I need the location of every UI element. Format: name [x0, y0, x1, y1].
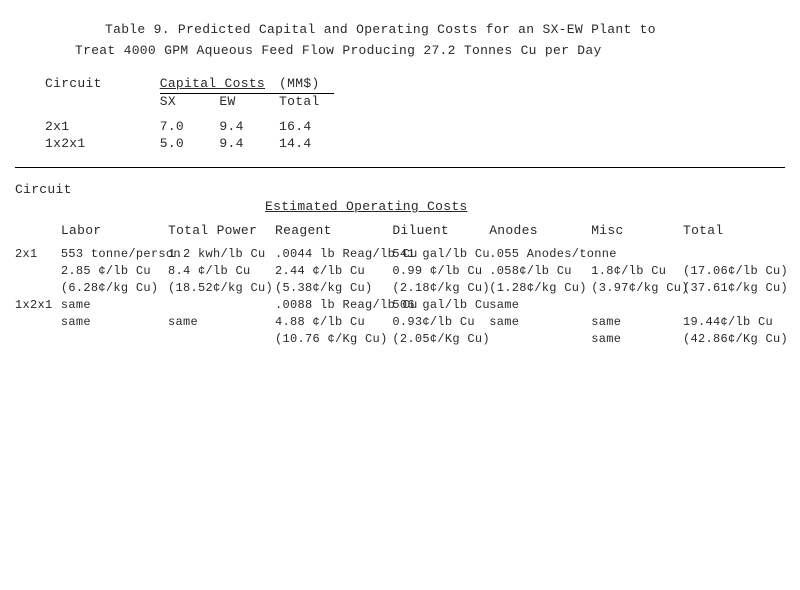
misc-header: Misc [591, 222, 683, 246]
cell-reagent: .0088 lb Reag/lb Cu [275, 297, 392, 314]
cell-circuit: 2x1 [45, 119, 116, 136]
cell-reagent: 4.88 ¢/lb Cu [275, 314, 392, 331]
cell-diluent: (2.18¢/kg Cu) [392, 280, 489, 297]
reagent-header: Reagent [275, 222, 392, 246]
cell-diluent: 0.99 ¢/lb Cu [392, 263, 489, 280]
cell-labor: same [61, 297, 168, 314]
cell-power: (18.52¢/kg Cu) [168, 280, 275, 297]
total-header: Total [683, 222, 785, 246]
cell-diluent: 541 gal/lb Cu [392, 246, 489, 263]
total-header: Total [279, 94, 334, 112]
power-header: Total Power [168, 222, 275, 246]
cell-anodes: same [489, 297, 591, 314]
diluent-header: Diluent [392, 222, 489, 246]
ew-header: EW [219, 94, 279, 112]
cell-anodes: .055 Anodes/tonne [489, 246, 591, 263]
units-header: (MM$) [279, 76, 334, 94]
cell-total: 16.4 [279, 119, 334, 136]
circuit-header: Circuit [15, 182, 785, 197]
operating-row: (10.76 ¢/Kg Cu) (2.05¢/Kg Cu) same (42.8… [15, 331, 785, 348]
operating-costs-heading: Estimated Operating Costs [265, 199, 468, 214]
cell-ew: 9.4 [219, 119, 279, 136]
capital-costs-table: Circuit Capital Costs (MM$) SX EW Total … [45, 76, 334, 153]
cell-power: 1.2 kwh/lb Cu [168, 246, 275, 263]
circuit-header: Circuit [45, 76, 116, 94]
cell-sx: 5.0 [160, 136, 220, 153]
operating-costs-table: Labor Total Power Reagent Diluent Anodes… [15, 222, 785, 349]
cell-labor: 2.85 ¢/lb Cu [61, 263, 168, 280]
cell-power: 8.4 ¢/lb Cu [168, 263, 275, 280]
cell-misc: (3.97¢/kg Cu) [591, 280, 683, 297]
anodes-header: Anodes [489, 222, 591, 246]
cell-labor: 553 tonne/person [61, 246, 168, 263]
cell-circuit: 1x2x1 [45, 136, 116, 153]
table-title-line2: Treat 4000 GPM Aqueous Feed Flow Produci… [75, 43, 785, 58]
cell-reagent: (5.38¢/kg Cu) [275, 280, 392, 297]
cell-total: (17.06¢/lb Cu) [683, 263, 785, 280]
operating-row: same same 4.88 ¢/lb Cu 0.93¢/lb Cu same … [15, 314, 785, 331]
section-divider [15, 167, 785, 168]
sx-header: SX [160, 94, 220, 112]
cell-labor: (6.28¢/kg Cu) [61, 280, 168, 297]
operating-costs-section: Circuit Estimated Operating Costs Labor … [15, 182, 785, 349]
cell-total: (42.86¢/Kg Cu) [683, 331, 785, 348]
cell-anodes: (1.28¢/kg Cu) [489, 280, 591, 297]
cell-total: (37.61¢/kg Cu) [683, 280, 785, 297]
cell-reagent: (10.76 ¢/Kg Cu) [275, 331, 392, 348]
cell-anodes: .058¢/lb Cu [489, 263, 591, 280]
cell-reagent: 2.44 ¢/lb Cu [275, 263, 392, 280]
cell-sx: 7.0 [160, 119, 220, 136]
operating-header-row: Labor Total Power Reagent Diluent Anodes… [15, 222, 785, 246]
cell-diluent: 0.93¢/lb Cu [392, 314, 489, 331]
capital-row: 1x2x1 5.0 9.4 14.4 [45, 136, 334, 153]
table-title-line1: Table 9. Predicted Capital and Operating… [105, 22, 785, 37]
cell-reagent: .0044 lb Reag/lb Cu [275, 246, 392, 263]
cell-circuit: 1x2x1 [15, 297, 61, 314]
cell-misc: 1.8¢/lb Cu [591, 263, 683, 280]
operating-row: 2.85 ¢/lb Cu 8.4 ¢/lb Cu 2.44 ¢/lb Cu 0.… [15, 263, 785, 280]
capital-row: 2x1 7.0 9.4 16.4 [45, 119, 334, 136]
cell-labor: same [61, 314, 168, 331]
cell-circuit: 2x1 [15, 246, 61, 263]
capital-costs-section: Circuit Capital Costs (MM$) SX EW Total … [45, 76, 785, 153]
cell-misc: same [591, 331, 683, 348]
cell-anodes: same [489, 314, 591, 331]
operating-row: (6.28¢/kg Cu) (18.52¢/kg Cu) (5.38¢/kg C… [15, 280, 785, 297]
cell-total: 14.4 [279, 136, 334, 153]
labor-header: Labor [61, 222, 168, 246]
cell-misc: same [591, 314, 683, 331]
operating-row: 2x1 553 tonne/person 1.2 kwh/lb Cu .0044… [15, 246, 785, 263]
cell-diluent: (2.05¢/Kg Cu) [392, 331, 489, 348]
cell-ew: 9.4 [219, 136, 279, 153]
cell-diluent: 506 gal/lb Cu [392, 297, 489, 314]
operating-row: 1x2x1 same .0088 lb Reag/lb Cu 506 gal/l… [15, 297, 785, 314]
cell-power: same [168, 314, 275, 331]
capital-costs-header: Capital Costs [160, 76, 279, 94]
cell-total: 19.44¢/lb Cu [683, 314, 785, 331]
